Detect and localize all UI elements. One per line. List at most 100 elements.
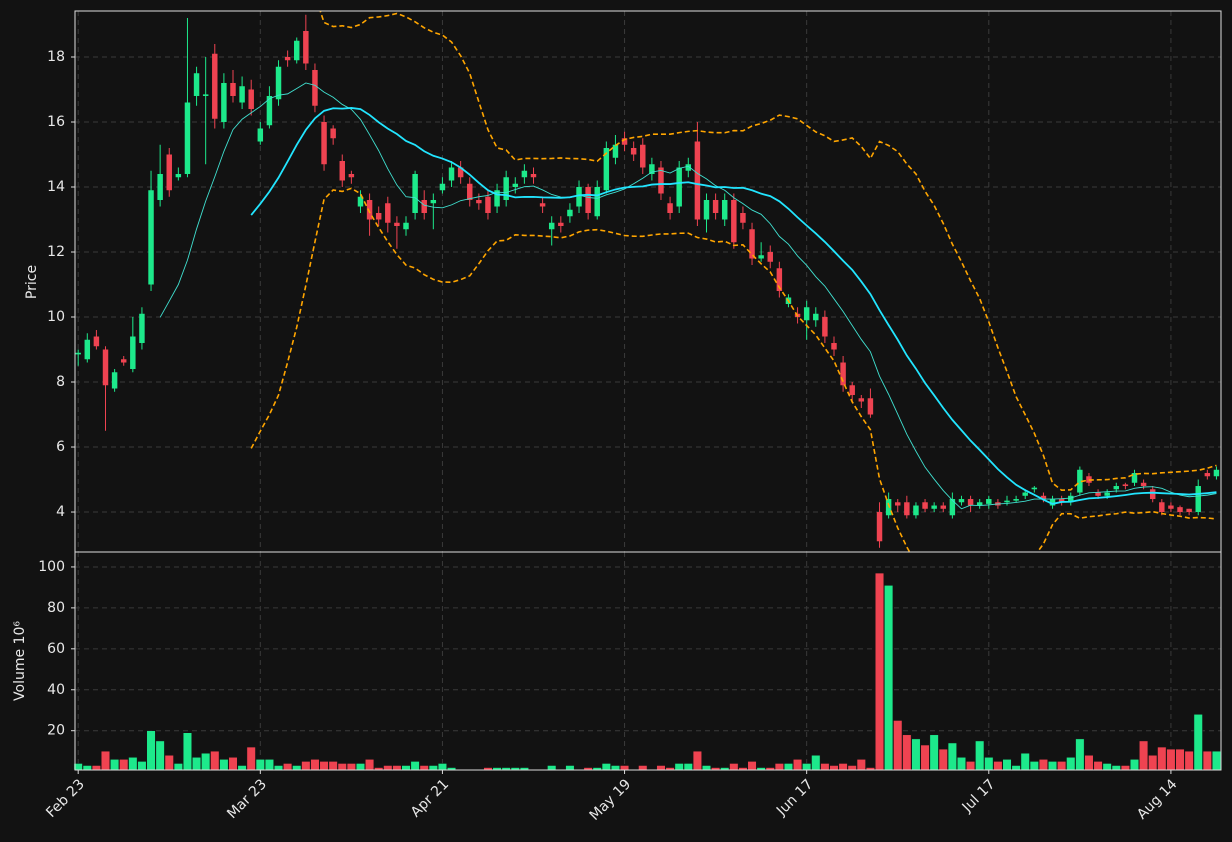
volume-frame: [74, 551, 1222, 771]
volume-bar: [1057, 761, 1067, 771]
candle-body: [294, 40, 300, 61]
volume-bar: [920, 744, 930, 771]
candle-body: [694, 141, 701, 220]
volume-bar: [729, 763, 739, 771]
volume-bar: [100, 750, 111, 771]
candle-body: [102, 349, 109, 386]
volume-bar: [547, 765, 557, 771]
candle-body: [467, 183, 473, 201]
candle-body: [439, 183, 446, 191]
volume-bar: [993, 761, 1003, 771]
bollinger-band: [250, 187, 1217, 552]
volume-bar: [228, 757, 238, 771]
volume-axis-label: Volume 10⁶: [12, 621, 28, 701]
candle-body: [567, 209, 573, 217]
candle-body: [430, 200, 437, 204]
candle-body: [548, 222, 555, 230]
volume-bar: [929, 734, 939, 771]
volume-bar: [328, 761, 338, 771]
candle-body: [612, 144, 619, 158]
volume-bar: [255, 759, 265, 771]
candle-body: [275, 66, 282, 100]
candle-body: [776, 268, 783, 292]
indicator-lines: [159, 11, 1217, 552]
volume-bar: [884, 585, 894, 771]
candle-body: [457, 167, 464, 178]
volume-bar: [874, 572, 885, 771]
volume-bar: [246, 746, 256, 771]
volume-bar: [1120, 765, 1130, 771]
candle-body: [895, 502, 901, 506]
volume-bar: [437, 763, 447, 771]
volume-bar: [155, 740, 165, 771]
candle-body: [986, 499, 992, 504]
candle-body: [1140, 482, 1147, 487]
candle-body: [630, 147, 637, 155]
candle-body: [940, 505, 946, 509]
candle-body: [822, 317, 828, 337]
candle-body: [75, 352, 81, 355]
volume-bar: [319, 761, 329, 771]
volume-bar: [301, 761, 311, 771]
candle-body: [193, 73, 200, 96]
candle-body: [1031, 487, 1038, 490]
candle-body: [721, 200, 728, 220]
candle-body: [658, 167, 664, 194]
candle-body: [212, 53, 218, 119]
candle-body: [366, 200, 373, 220]
candle-body: [412, 173, 418, 214]
candle-body: [649, 164, 655, 174]
grid: [71, 11, 1221, 774]
candle-body: [1195, 486, 1201, 513]
volume-bar: [210, 750, 220, 771]
volume-bar: [264, 759, 274, 771]
candle-body: [421, 200, 427, 214]
volume-bar: [793, 759, 803, 771]
candle-body: [266, 95, 273, 126]
candle-body: [922, 502, 928, 509]
volume-bar: [565, 765, 575, 771]
candle-body: [348, 173, 355, 178]
candle-body: [312, 69, 318, 106]
candle-body: [321, 121, 327, 165]
candle-body: [1077, 469, 1083, 493]
candle-body: [803, 307, 810, 321]
candle-body: [1013, 499, 1019, 501]
volume-bar: [192, 757, 202, 771]
candle-body: [1131, 473, 1138, 483]
candle-body: [120, 359, 127, 363]
candle-body: [1186, 508, 1192, 513]
volume-bar: [1111, 765, 1121, 771]
candle-body: [1095, 492, 1101, 496]
candle-body: [958, 499, 965, 503]
volume-bar: [966, 761, 976, 771]
candle-body: [976, 502, 983, 506]
volume-bar: [1139, 740, 1149, 771]
volume-bar: [820, 763, 830, 771]
candle-body: [139, 313, 145, 344]
candle-body: [521, 170, 528, 178]
candle-body: [1159, 502, 1165, 513]
candle-body: [594, 186, 600, 217]
candle-body: [667, 203, 673, 214]
volume-bar: [1184, 750, 1194, 771]
candle-body: [1058, 499, 1065, 503]
volume-bar: [137, 761, 147, 771]
volume-bar: [201, 752, 211, 771]
candle-body: [913, 505, 919, 516]
volume-bar: [1093, 761, 1103, 771]
volume-bar: [1202, 750, 1212, 771]
y-axis-label: Price: [24, 265, 40, 299]
y-tick-label: 4: [56, 504, 65, 520]
candle-body: [740, 213, 746, 223]
candle-body: [512, 183, 519, 187]
moving-average: [250, 107, 1217, 505]
volume-bar: [355, 763, 366, 771]
volume-bar: [91, 765, 101, 771]
volume-bar: [1211, 750, 1221, 771]
volume-bar: [410, 761, 420, 771]
volume-bar: [1075, 738, 1085, 771]
candle-body: [1040, 495, 1047, 500]
y-tick-label: 16: [47, 114, 65, 130]
volume-bar: [610, 765, 620, 771]
